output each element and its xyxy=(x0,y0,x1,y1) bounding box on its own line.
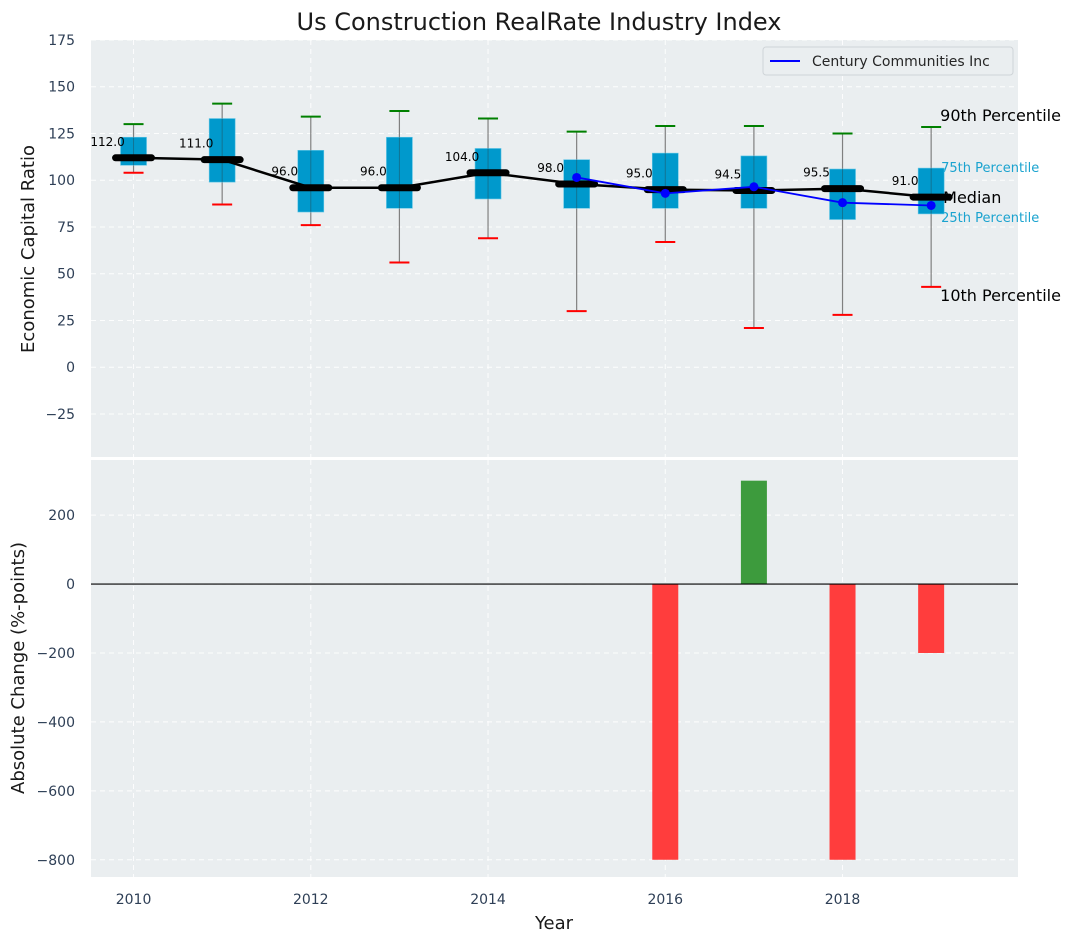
change-bar xyxy=(918,584,945,653)
percentile-labels: 90th Percentile Median 10th Percentile xyxy=(940,106,1061,305)
bottom-y-tick-label: −400 xyxy=(37,715,75,731)
median-value-label: 104.0 xyxy=(445,150,479,164)
legend-box xyxy=(762,46,1014,76)
median-value-label: 95.5 xyxy=(803,166,830,180)
x-tick-label: 2018 xyxy=(825,892,861,908)
century-series xyxy=(572,172,936,210)
change-bar xyxy=(652,584,679,860)
top-plot-background xyxy=(91,40,1018,457)
legend-label-century: Century Communities Inc xyxy=(812,54,990,70)
series-point-century xyxy=(749,182,759,192)
top-y-axis-label: Economic Capital Ratio xyxy=(18,145,39,353)
p10-annotation: 10th Percentile xyxy=(940,286,1061,305)
bottom-plot-background xyxy=(91,460,1018,877)
x-tick-label: 2016 xyxy=(647,892,683,908)
median-value-label: 95.0 xyxy=(626,167,653,181)
median-value-label: 94.5 xyxy=(715,168,742,182)
bottom-y-ticks: −800 −600 −400 −200 0 200 xyxy=(37,508,75,869)
median-value-label: 111.0 xyxy=(179,137,213,151)
change-bar xyxy=(740,480,767,585)
bottom-y-tick-label: −600 xyxy=(37,784,75,800)
percentile-inner-labels: 75th Percentile 25th Percentile xyxy=(941,161,1039,226)
top-y-tick-label: −25 xyxy=(45,407,75,423)
median-value-label: 98.0 xyxy=(537,161,564,175)
top-y-tick-label: 50 xyxy=(57,267,75,283)
bottom-y-tick-label: 0 xyxy=(66,577,75,593)
x-tick-label: 2010 xyxy=(116,892,152,908)
p90-annotation: 90th Percentile xyxy=(940,106,1061,125)
series-point-century xyxy=(838,198,848,208)
bars xyxy=(652,480,945,860)
median-value-label: 96.0 xyxy=(360,165,387,179)
top-y-tick-label: 75 xyxy=(57,220,75,236)
x-ticks: 2010 2012 2014 2016 2018 xyxy=(116,892,861,908)
median-value-label: 112.0 xyxy=(90,135,124,149)
median-value-label: 91.0 xyxy=(892,174,919,188)
top-y-tick-label: 175 xyxy=(48,33,75,49)
chart-title: Us Construction RealRate Industry Index xyxy=(297,8,782,36)
bottom-y-tick-label: −800 xyxy=(37,853,75,869)
p75-annotation: 75th Percentile xyxy=(941,161,1039,176)
legend: Century Communities Inc xyxy=(762,46,1014,76)
top-y-tick-label: 125 xyxy=(48,126,75,142)
median-value-label: 96.0 xyxy=(271,165,298,179)
median-value-labels: 112.0 111.0 96.0 96.0 104.0 98.0 95.0 94.5 95.5 9… xyxy=(90,135,918,188)
series-point-century xyxy=(572,172,582,182)
x-tick-label: 2012 xyxy=(293,892,329,908)
top-y-tick-label: 0 xyxy=(66,360,75,376)
x-axis-label: Year xyxy=(534,913,574,934)
series-point-century xyxy=(660,188,670,198)
top-y-tick-label: 150 xyxy=(48,80,75,96)
bottom-y-tick-label: −200 xyxy=(37,646,75,662)
bottom-y-axis-label: Absolute Change (%-points) xyxy=(8,542,29,794)
x-tick-label: 2014 xyxy=(470,892,506,908)
top-y-tick-label: 100 xyxy=(48,173,75,189)
box-plot-panel: −25 0 25 50 75 100 125 150 175 75th Percentile 25… xyxy=(18,33,1061,457)
p25-annotation: 25th Percentile xyxy=(941,211,1039,226)
top-y-ticks: −25 0 25 50 75 100 125 150 175 xyxy=(45,33,75,423)
series-point-century xyxy=(926,200,936,210)
bottom-y-tick-label: 200 xyxy=(48,508,75,524)
median-annotation: Median xyxy=(943,188,1001,207)
top-y-tick-label: 25 xyxy=(57,313,75,329)
change-bar xyxy=(829,584,856,860)
median-trend-line xyxy=(133,156,932,199)
